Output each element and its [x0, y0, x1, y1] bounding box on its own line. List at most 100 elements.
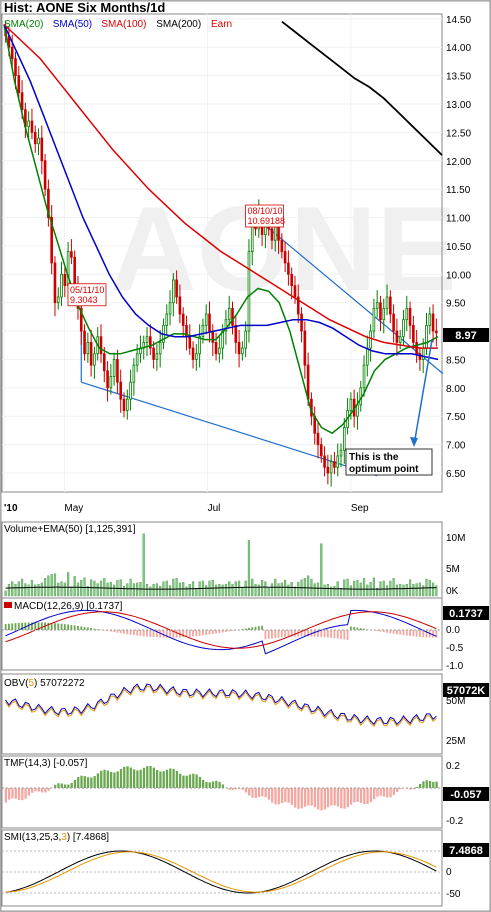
candle-body	[234, 324, 238, 343]
sma100-line	[3, 23, 438, 349]
tmf-bar	[330, 788, 333, 806]
volume-bar	[188, 584, 191, 597]
volume-bar	[234, 581, 237, 597]
tmf-bar	[202, 779, 205, 788]
tmf-area	[4, 765, 438, 811]
earnings-box	[245, 204, 284, 228]
macd-histogram-bar	[356, 627, 359, 630]
candle	[412, 315, 415, 350]
volume-bar	[257, 584, 260, 597]
price-tick-label: 7.50	[446, 412, 466, 423]
legend-item: SMA(20)	[4, 19, 43, 30]
volume-bar	[159, 585, 162, 597]
tmf-bar	[290, 788, 294, 805]
candle	[408, 301, 412, 340]
volume-bar	[136, 582, 139, 597]
macd-histogram-bar	[248, 627, 250, 630]
tmf-bar	[21, 788, 24, 801]
tmf-bar	[129, 767, 132, 788]
candle	[333, 451, 336, 475]
candle-body	[168, 302, 172, 315]
tmf-bar	[369, 788, 373, 803]
candle	[30, 108, 34, 140]
candle	[178, 284, 182, 324]
macd-histogram-bar	[307, 630, 310, 637]
candle-body	[14, 58, 17, 77]
candle-body	[17, 75, 21, 94]
smi-tick-neg50: -50	[446, 889, 461, 900]
tmf-bar	[389, 788, 392, 798]
candle	[303, 321, 307, 379]
candle	[172, 273, 175, 317]
volume-bar	[30, 580, 34, 597]
candle	[231, 301, 234, 335]
tmf-bar	[195, 774, 198, 788]
tmf-bar	[11, 788, 14, 799]
volume-bar	[280, 582, 283, 597]
tmf-bar	[432, 781, 435, 788]
volume-bar	[254, 584, 257, 597]
candle	[326, 454, 330, 485]
price-tick-label: 11.50	[446, 185, 471, 196]
macd-histogram-bar	[271, 630, 273, 639]
macd-histogram-bar	[280, 630, 283, 638]
candle-body	[342, 427, 346, 451]
volume-bar	[362, 578, 366, 597]
volume-bar	[132, 583, 135, 597]
candle	[63, 267, 67, 297]
candle-body	[188, 336, 192, 349]
candle	[116, 349, 119, 394]
tmf-bar	[363, 788, 366, 805]
tmf-bar	[280, 788, 284, 804]
macd-histogram-bar	[323, 630, 326, 638]
candle-body	[83, 330, 86, 355]
volume-bar	[231, 584, 234, 597]
tmf-bar	[379, 788, 382, 796]
tmf-panel: TMF(14,3) [-0.057] -0.057 0.2 -0.2	[1, 755, 489, 829]
tmf-bar	[8, 788, 11, 800]
candle-body	[231, 307, 234, 326]
obv-tick-50m: 50M	[446, 696, 465, 707]
candle-body	[132, 364, 136, 383]
tmf-bar	[54, 784, 57, 788]
candle-body	[40, 137, 44, 162]
tmf-bar	[80, 775, 83, 788]
volume-bar	[221, 584, 224, 597]
macd-histogram-bar	[182, 630, 185, 638]
candle-body	[428, 313, 432, 326]
tmf-bar	[109, 771, 113, 788]
tmf-bar	[303, 788, 307, 807]
volume-bar	[4, 590, 7, 597]
candle-body	[375, 302, 379, 309]
candle-body	[27, 120, 30, 128]
volume-bar	[382, 580, 385, 597]
candle-body	[237, 342, 241, 355]
candle	[158, 329, 162, 368]
volume-bar	[47, 575, 50, 597]
date-tick-label: Sep	[351, 503, 369, 514]
volume-tick-5m: 5M	[446, 564, 460, 575]
candle-body	[316, 432, 320, 445]
candle-body	[300, 313, 303, 332]
candle	[339, 443, 343, 468]
watermark: AONE	[110, 182, 457, 316]
tmf-bar	[178, 773, 182, 788]
candle	[349, 392, 353, 420]
earnings-price: 9.3043	[70, 295, 98, 305]
candle	[56, 287, 60, 310]
macd-histogram-bar	[132, 630, 135, 636]
macd-histogram-bar	[346, 630, 349, 640]
tmf-bar	[422, 781, 425, 788]
tmf-bar	[218, 781, 221, 788]
candle-body	[356, 404, 359, 417]
tmf-bar	[349, 788, 353, 805]
volume-bar	[172, 578, 175, 597]
volume-bar	[244, 580, 247, 597]
candle	[428, 307, 432, 335]
macd-histogram-bar	[198, 630, 201, 636]
macd-panel: MACD(12,26,9) [0.1737] 0.1737 0.0 -0.5 -…	[1, 597, 489, 672]
tmf-bar	[386, 788, 389, 798]
candle	[385, 284, 389, 316]
tmf-bar	[60, 783, 63, 788]
